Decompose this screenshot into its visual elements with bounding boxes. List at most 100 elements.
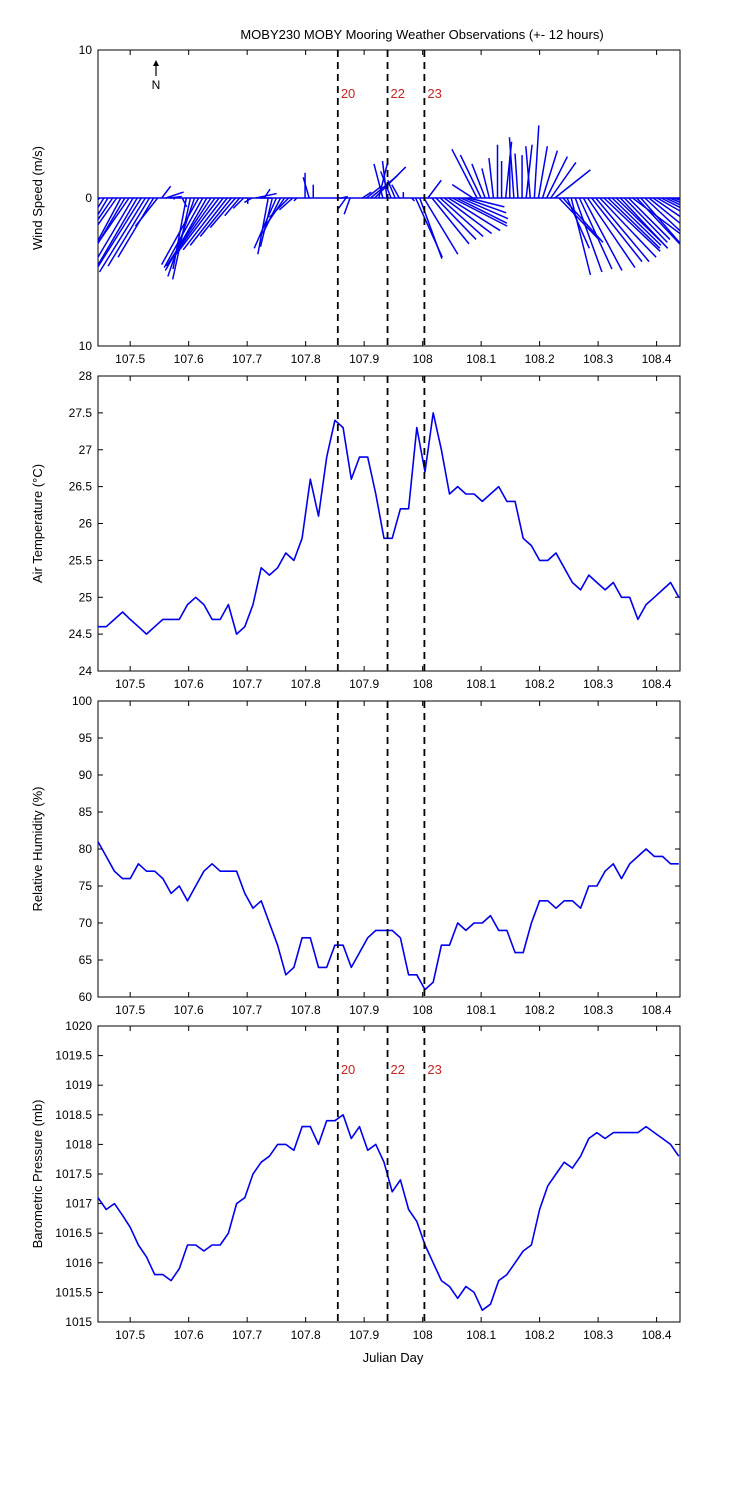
y-tick-label: 28 — [79, 369, 93, 383]
event-marker-label: 22 — [391, 1062, 405, 1077]
wind-stick — [599, 197, 657, 258]
y-tick-label: 85 — [79, 805, 93, 819]
x-tick-label: 107.8 — [291, 352, 321, 366]
x-tick-label: 108.3 — [583, 677, 613, 691]
x-tick-label: 107.9 — [349, 1003, 379, 1017]
wind-stick — [471, 163, 486, 199]
wind-stick — [378, 162, 389, 199]
wind-stick — [98, 197, 109, 217]
event-marker-label: 23 — [427, 1062, 441, 1077]
wind-stick — [337, 197, 347, 209]
wind-stick — [545, 156, 569, 199]
barometric-pressure-panel: 107.5 107.6 107.7 107.8 107.9 108 108.1 108.2 10… — [30, 1019, 681, 1342]
axes-frame — [97, 700, 681, 998]
wind-stick — [169, 195, 182, 199]
wind-stick — [582, 197, 623, 271]
wind-stick — [627, 197, 671, 240]
y-tick-label: 90 — [79, 768, 93, 782]
y-tick-label: 10 — [79, 43, 93, 57]
y-tick-label: 100 — [72, 694, 92, 708]
wind-stick — [558, 197, 598, 239]
wind-stick — [607, 197, 661, 249]
y-tick-label: 25 — [79, 590, 93, 604]
y-tick-label: 27.5 — [69, 406, 93, 420]
x-axis-label: Julian Day — [363, 1350, 424, 1365]
wind-stick — [456, 197, 508, 224]
x-tick-label: 108.4 — [642, 352, 672, 366]
x-tick-label: 107.6 — [174, 352, 204, 366]
x-tick-label: 107.9 — [349, 1328, 379, 1342]
x-tick-label: 107.5 — [115, 352, 145, 366]
wind-stick — [209, 197, 237, 229]
y-tick-label: 65 — [79, 953, 93, 967]
wind-stick — [481, 168, 491, 199]
wind-stick — [550, 162, 577, 199]
wind-stick — [181, 197, 188, 208]
wind-stick — [379, 171, 392, 199]
plot-area — [98, 125, 680, 280]
wind-stick — [98, 197, 114, 221]
wind-stick — [189, 197, 228, 246]
wind-stick — [525, 146, 532, 199]
wind-stick — [171, 197, 192, 280]
x-tick-label: 107.7 — [232, 352, 262, 366]
y-axis-label: Air Temperature (°C) — [30, 464, 45, 583]
y-axis-label: Barometric Pressure (mb) — [30, 1100, 45, 1249]
wind-stick — [98, 197, 147, 273]
x-tick-label: 107.8 — [291, 677, 321, 691]
wind-stick — [98, 197, 126, 245]
wind-stick — [98, 197, 134, 259]
wind-stick — [541, 150, 559, 199]
air-temperature-panel: 107.5 107.6 107.7 107.8 107.9 108 108.1 108.2 10… — [30, 369, 681, 691]
wind-stick — [361, 191, 372, 199]
wind-stick — [257, 197, 269, 255]
wind-stick — [175, 197, 220, 255]
wind-stick — [244, 197, 253, 204]
x-tick-label: 108.1 — [466, 677, 496, 691]
x-tick-label: 108.4 — [642, 1003, 672, 1017]
wind-stick — [293, 197, 298, 202]
wind-stick — [268, 197, 290, 218]
wind-stick — [468, 197, 505, 208]
x-tick-label: 108.4 — [642, 677, 672, 691]
wind-stick — [537, 146, 549, 199]
y-tick-label: 1019.5 — [55, 1049, 92, 1063]
wind-stick — [660, 197, 680, 209]
wind-stick — [533, 125, 540, 199]
wind-stick — [366, 185, 382, 199]
y-tick-label: 75 — [79, 879, 93, 893]
wind-stick — [431, 197, 470, 245]
wind-stick — [117, 197, 155, 258]
x-tick-label: 108.2 — [525, 1328, 555, 1342]
y-tick-label: 24.5 — [69, 627, 93, 641]
wind-stick — [578, 197, 613, 270]
event-marker-label: 23 — [427, 86, 441, 101]
wind-stick — [278, 197, 294, 211]
y-tick-label: 24 — [79, 664, 93, 678]
wind-stick — [677, 197, 680, 200]
north-arrow-head-icon — [153, 60, 159, 66]
wind-stick — [169, 197, 216, 261]
wind-stick — [640, 197, 680, 245]
wind-stick — [98, 197, 130, 245]
wind-stick — [525, 144, 533, 199]
x-tick-label: 108.4 — [642, 1328, 672, 1342]
wind-stick — [373, 163, 384, 199]
wind-stick — [644, 197, 680, 232]
y-tick-label: 1016 — [65, 1256, 92, 1270]
x-tick-label: 108.2 — [525, 352, 555, 366]
x-tick-label: 108 — [413, 1328, 433, 1342]
wind-stick — [199, 197, 232, 237]
y-tick-label: 1017 — [65, 1197, 92, 1211]
y-tick-label: 1017.5 — [55, 1167, 92, 1181]
wind-stick — [623, 197, 668, 243]
wind-stick — [427, 179, 442, 199]
wind-stick — [570, 197, 592, 276]
x-tick-label: 107.5 — [115, 677, 145, 691]
wind-stick — [652, 197, 680, 218]
wind-stick — [595, 197, 650, 263]
wind-stick — [648, 197, 680, 225]
wind-stick — [656, 197, 680, 212]
x-tick-label: 108.3 — [583, 1003, 613, 1017]
x-tick-label: 107.7 — [232, 1328, 262, 1342]
